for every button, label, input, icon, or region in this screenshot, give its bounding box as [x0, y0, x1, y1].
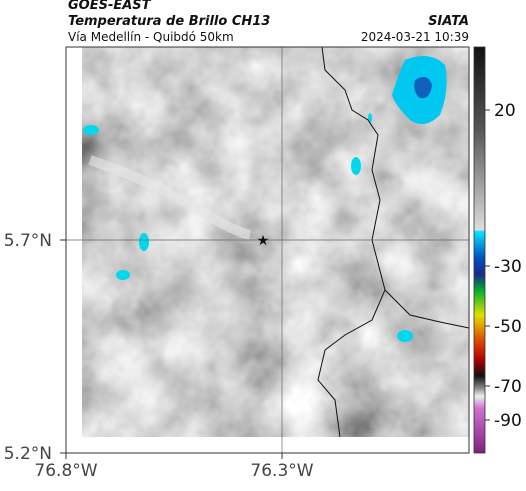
route: Vía Medellín - Quibdó 50km — [68, 30, 234, 44]
lon-tick-label: 76.3°W — [250, 461, 313, 481]
map-frame — [65, 46, 470, 454]
colorbar-tick-label: -90 — [494, 411, 522, 431]
lat-tick-label: 5.2°N — [4, 444, 52, 464]
cloud-band — [88, 155, 252, 240]
colorbar-tick-label: -30 — [494, 257, 522, 277]
colorbar-tick-label: 20 — [494, 101, 516, 121]
source-title: GOES-EAST — [68, 0, 152, 13]
product-title: Temperatura de Brillo CH13 — [68, 14, 270, 29]
cold-cloud — [116, 270, 130, 280]
border-line — [384, 289, 470, 329]
lon-tick-label: 76.8°W — [34, 461, 97, 481]
agency: SIATA — [428, 14, 469, 29]
cold-core — [414, 76, 432, 99]
border-line — [317, 46, 386, 438]
city-marker: ★ — [257, 233, 270, 249]
colorbar-tick-label: -50 — [494, 317, 522, 337]
cold-cloud — [139, 233, 149, 251]
colorbar — [473, 46, 486, 454]
satellite-image: ★ — [66, 46, 470, 453]
timestamp: 2024-03-21 10:39 — [361, 30, 469, 44]
cold-cloud — [83, 125, 99, 135]
cold-cloud — [397, 330, 413, 342]
colorbar-ticks: 20 -30 -50 -70 -90 — [485, 101, 522, 431]
colorbar-tick-label: -70 — [494, 377, 522, 397]
lat-tick-label: 5.7°N — [4, 231, 52, 251]
cold-cloud — [351, 157, 361, 175]
cold-cloud — [368, 113, 372, 123]
axis-ticks: 5.7°N 5.2°N76.8°W 76.3°W — [4, 231, 314, 481]
